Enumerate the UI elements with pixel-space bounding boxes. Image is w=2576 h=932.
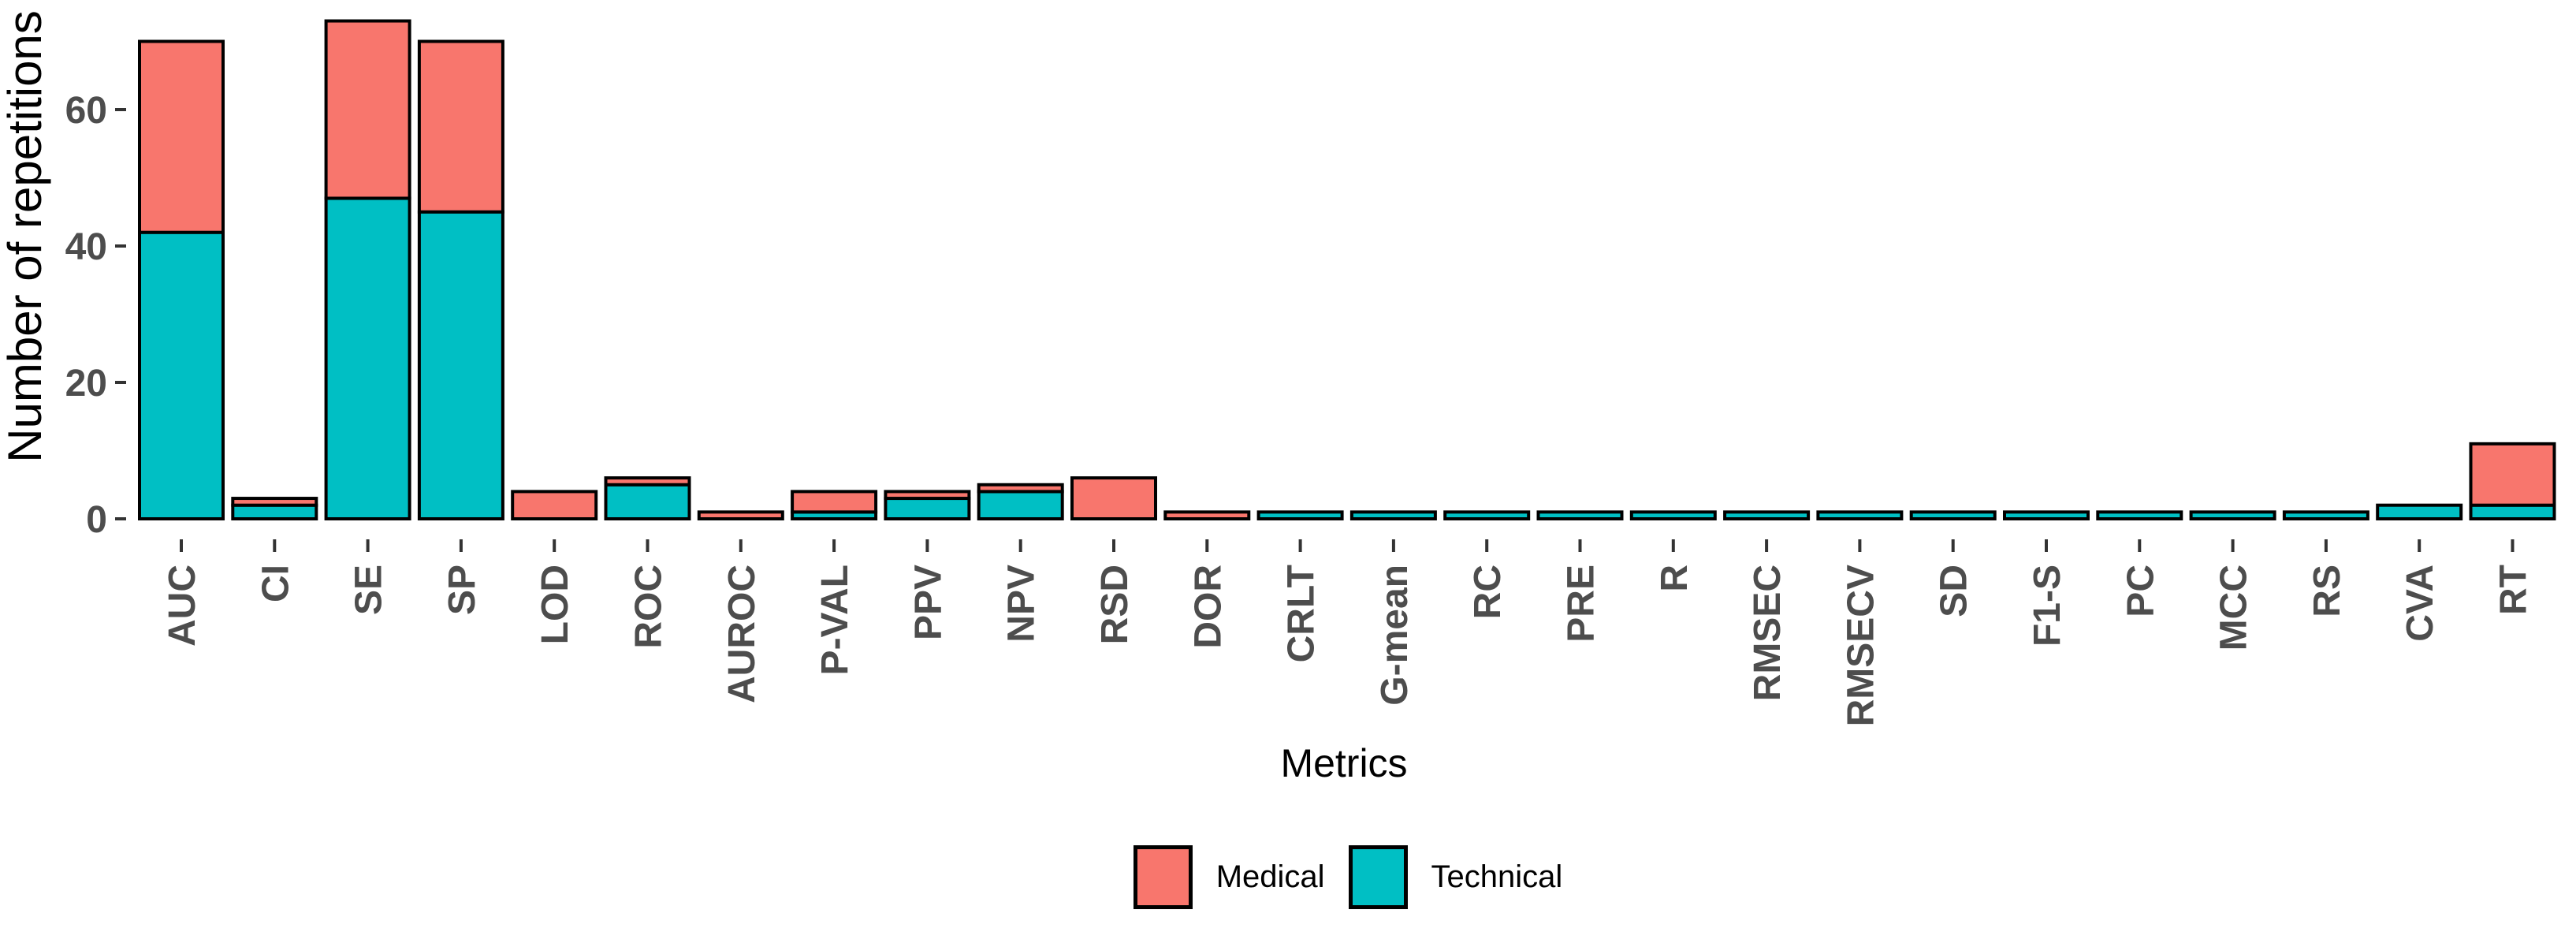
legend-item-medical: Medical: [1133, 845, 1325, 909]
x-tick-label-PPV: PPV: [907, 565, 949, 640]
bar-segment-technical-NPV: [977, 490, 1064, 521]
bar-segment-technical-SE: [324, 196, 411, 520]
bar-segment-technical-RMSEC: [1723, 510, 1811, 520]
bar-segment-technical-G-mean: [1349, 510, 1437, 520]
y-tick-label: 0: [86, 499, 107, 541]
legend-swatch-medical: [1133, 845, 1193, 909]
legend-item-technical: Technical: [1348, 845, 1563, 909]
bar-segment-medical-PPV: [884, 490, 971, 501]
x-tick-label-SD: SD: [1934, 565, 1975, 617]
x-tick-label-PC: PC: [2120, 565, 2161, 617]
y-tick-label: 40: [65, 226, 107, 268]
bar-segment-technical-PPV: [884, 497, 971, 520]
x-tick-label-DOR: DOR: [1187, 565, 1229, 649]
x-axis-title: Metrics: [1280, 741, 1407, 785]
x-tick-label-AUROC: AUROC: [721, 565, 763, 703]
bar-segment-technical-RC: [1443, 510, 1531, 520]
bar-segment-technical-F1-S: [2003, 510, 2090, 520]
bar-segment-technical-R: [1629, 510, 1717, 520]
bar-segment-medical-P-VAL: [791, 490, 878, 514]
x-tick-label-CRLT: CRLT: [1281, 565, 1323, 662]
bar-segment-technical-CI: [231, 503, 318, 521]
x-tick-label-P-VAL: P-VAL: [814, 565, 856, 675]
x-tick-label-CI: CI: [255, 565, 296, 602]
x-tick-label-RSD: RSD: [1094, 565, 1136, 644]
bar-segment-technical-RMSECV: [1816, 510, 1904, 520]
x-tick-label-AUC: AUC: [162, 565, 203, 647]
bar-segment-medical-SE: [324, 19, 411, 200]
bar-segment-medical-ROC: [604, 476, 691, 487]
bar-segment-medical-AUROC: [697, 510, 784, 520]
bar-segment-medical-DOR: [1163, 510, 1251, 520]
legend: Medical Technical: [0, 845, 2576, 909]
bar-segment-technical-MCC: [2189, 510, 2276, 520]
legend-label-medical: Medical: [1215, 859, 1325, 894]
x-tick-label-PRE: PRE: [1561, 565, 1603, 643]
bar-segment-technical-AUC: [138, 230, 225, 520]
x-tick-label-RMSECV: RMSECV: [1840, 565, 1882, 726]
x-tick-label-RC: RC: [1467, 565, 1509, 619]
bar-segment-medical-LOD: [511, 490, 598, 521]
x-tick-label-ROC: ROC: [628, 565, 670, 649]
y-tick-label: 20: [65, 363, 107, 404]
x-tick-label-CVA: CVA: [2399, 565, 2441, 642]
bar-segment-technical-ROC: [604, 483, 691, 520]
x-tick-label-F1-S: F1-S: [2027, 565, 2068, 647]
bar-segment-technical-CRLT: [1256, 510, 1344, 520]
x-tick-label-RMSEC: RMSEC: [1747, 565, 1789, 701]
x-tick-label-LOD: LOD: [534, 565, 576, 644]
bar-segment-medical-SP: [417, 39, 504, 214]
bar-segment-technical-PRE: [1536, 510, 1624, 520]
y-axis-title: Number of repetitions: [0, 10, 51, 463]
legend-label-technical: Technical: [1431, 859, 1563, 894]
x-tick-label-SP: SP: [441, 565, 483, 615]
bar-segment-medical-AUC: [138, 39, 225, 234]
y-tick-label: 60: [65, 90, 107, 132]
bar-segment-medical-NPV: [977, 483, 1064, 494]
x-tick-label-NPV: NPV: [1001, 565, 1043, 643]
x-tick-label-RS: RS: [2306, 565, 2348, 617]
bar-segment-technical-PC: [2096, 510, 2183, 520]
bar-segment-technical-SP: [417, 210, 504, 520]
bar-segment-technical-SD: [1909, 510, 1997, 520]
x-tick-label-SE: SE: [348, 565, 390, 615]
x-tick-label-G-mean: G-mean: [1374, 565, 1416, 706]
bar-segment-technical-CVA: [2376, 503, 2463, 521]
x-tick-label-MCC: MCC: [2213, 565, 2255, 651]
bar-segment-technical-RT: [2469, 503, 2556, 521]
x-tick-label-RT: RT: [2493, 565, 2535, 615]
bar-segment-medical-RT: [2469, 442, 2556, 507]
legend-swatch-technical: [1348, 845, 1408, 909]
bar-segment-medical-RSD: [1070, 476, 1157, 520]
bar-segment-technical-RS: [2282, 510, 2369, 520]
x-tick-label-R: R: [1654, 565, 1696, 592]
bar-segment-medical-CI: [231, 497, 318, 507]
